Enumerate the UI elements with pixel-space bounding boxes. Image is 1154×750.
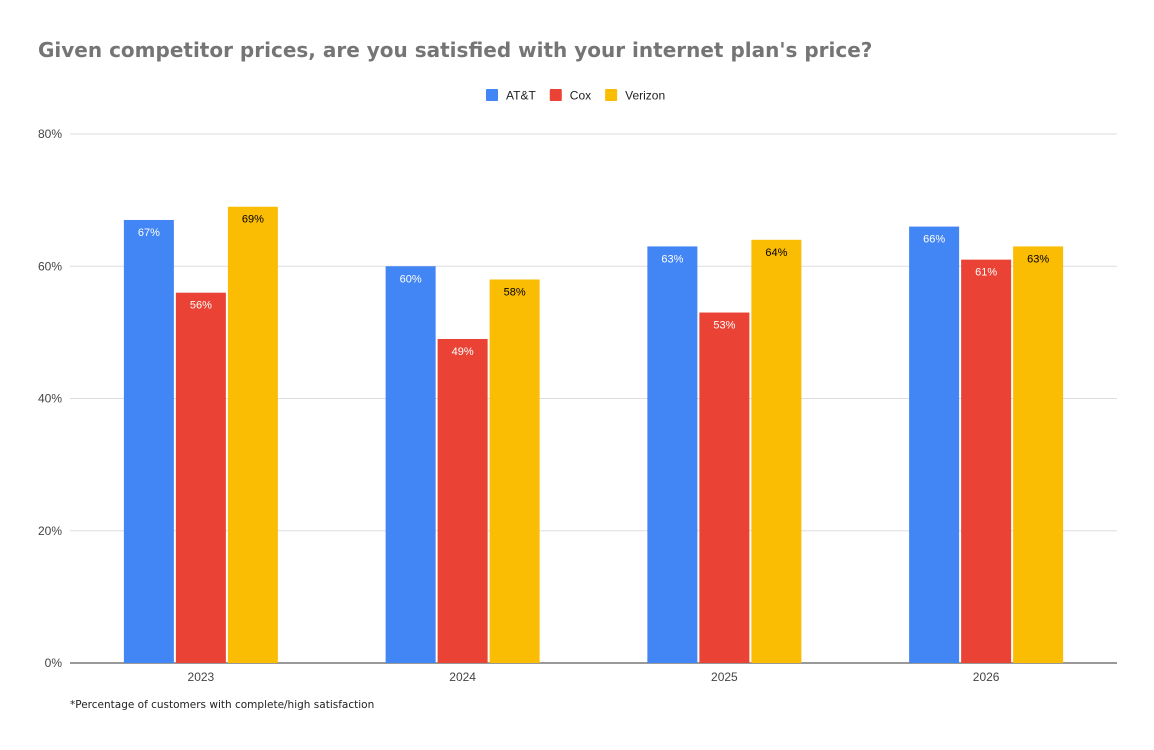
data-label: 63% [661, 253, 683, 265]
data-label: 69% [242, 214, 264, 226]
data-label: 67% [138, 227, 160, 239]
x-tick-label: 2023 [188, 670, 215, 684]
data-label: 63% [1027, 253, 1049, 265]
legend-swatch-icon [549, 89, 562, 101]
y-tick-label: 20% [38, 524, 62, 538]
y-tick-label: 0% [45, 656, 63, 670]
y-tick-label: 80% [38, 127, 62, 141]
y-tick-label: 40% [38, 392, 62, 406]
data-label: 61% [975, 267, 997, 279]
bar-cox-2026 [961, 259, 1012, 663]
bar-verizon-2023 [227, 206, 278, 664]
legend-label: AT&T [506, 89, 536, 103]
data-label: 56% [190, 300, 212, 312]
data-label: 53% [713, 320, 735, 332]
bar-cox-2024 [437, 338, 488, 663]
bar-verizon-2026 [1013, 246, 1064, 663]
data-label: 64% [765, 247, 787, 259]
bar-verizon-2024 [489, 279, 540, 663]
bar-cox-2023 [175, 292, 226, 663]
x-tick-label: 2025 [711, 670, 738, 684]
bar-att-2024 [385, 266, 436, 663]
legend-label: Cox [570, 89, 591, 103]
bar-att-2023 [123, 219, 174, 663]
bar-cox-2025 [699, 312, 750, 663]
legend-swatch-icon [486, 89, 498, 101]
data-label: 66% [923, 234, 945, 246]
footnote: *Percentage of customers with complete/h… [70, 699, 375, 711]
x-tick-label: 2024 [449, 670, 476, 684]
data-label: 49% [452, 346, 474, 358]
bar-verizon-2025 [751, 239, 802, 664]
x-tick-label: 2026 [973, 670, 1000, 684]
legend-swatch-icon [605, 89, 618, 101]
data-label: 60% [400, 273, 422, 285]
chart-title: Given competitor prices, are you satisfi… [38, 38, 873, 62]
bar-att-2025 [647, 246, 698, 663]
data-label: 58% [504, 286, 526, 298]
y-tick-label: 60% [38, 259, 62, 273]
bar-att-2026 [909, 226, 960, 663]
legend-label: Verizon [625, 89, 665, 103]
